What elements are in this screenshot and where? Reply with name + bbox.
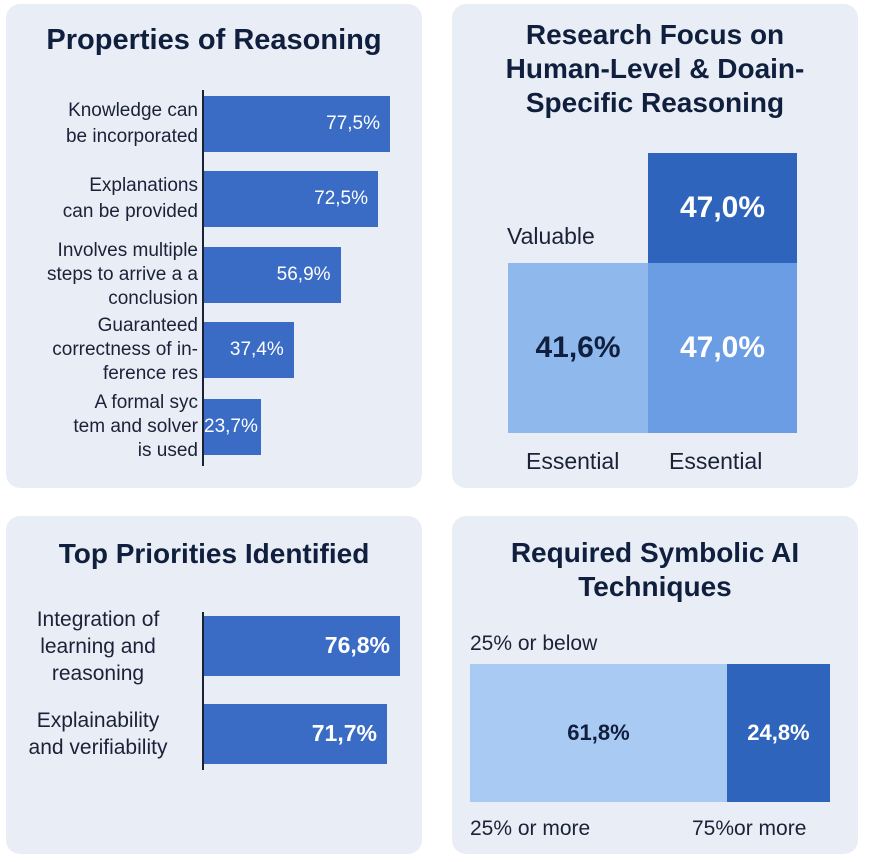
priority-label-1: Explainability and verifiability [10, 707, 186, 761]
cell-top-right: 47,0% [648, 153, 797, 263]
bar-value-0: 77,5% [326, 113, 380, 134]
col-label-essential-2: Essential [669, 448, 763, 474]
bar-3 [204, 322, 294, 378]
bar-1 [204, 171, 378, 227]
cell-bottom-left: 41,6% [508, 263, 648, 433]
priority-bar-0 [204, 616, 400, 676]
segment-light: 61,8% [470, 664, 727, 802]
priority-bar-1 [204, 704, 387, 764]
priorities-title: Top Priorities Identified [58, 538, 370, 569]
top-label: 25% or below [470, 632, 598, 655]
bar-2 [204, 247, 341, 303]
row-label-valuable: Valuable [507, 223, 595, 249]
priority-label-line: and verifiability [28, 736, 168, 759]
category-label-0: Knowledge can be incorporated [10, 98, 198, 150]
bar-0 [204, 96, 390, 152]
cell-bottom-right: 47,0% [648, 263, 797, 433]
category-label-line: Knowledge can [68, 100, 198, 121]
properties-panel: Properties of Reasoning 77,5% Knowledge c… [6, 4, 422, 488]
properties-axis [202, 90, 204, 466]
category-label-line: Explanations [89, 175, 198, 196]
category-label-line: steps to arrive a a [46, 264, 198, 285]
priorities-axis [202, 612, 204, 770]
bar-4 [204, 399, 261, 455]
segment-dark: 24,8% [726, 664, 830, 802]
bar-value-2: 56,9% [276, 264, 331, 285]
category-label-line: Involves multiple [57, 240, 198, 261]
category-label-line: is used [137, 440, 198, 461]
bar-value-3: 37,4% [229, 339, 284, 360]
research-panel: Research Focus on Human-Level & Doain-Sp… [452, 4, 858, 488]
properties-plot: 77,5% Knowledge can be incorporated 72,5% Ex… [6, 4, 422, 488]
category-label-line: conclusion [108, 288, 198, 309]
category-label-2: Involves multiple steps to arrive a a conc… [10, 239, 198, 311]
category-label-line: be incorporated [65, 126, 198, 147]
priority-bar-value-1: 71,7% [311, 720, 377, 746]
col-label-essential-1: Essential [526, 448, 620, 474]
category-label-4: A formal syc tem and solver is used [10, 391, 198, 463]
priority-label-line: reasoning [51, 661, 145, 685]
symbolic-title: Required Symbolic AI Techniques [510, 537, 800, 602]
bar-value-4: 23,7% [204, 416, 258, 437]
axis-label-right: 75%or more [692, 817, 807, 840]
axis-label-left: 25% or more [470, 817, 591, 840]
category-label-line: correctness of in- [52, 339, 198, 360]
priority-label-0: Integration of learning and reasoning [10, 606, 186, 687]
category-label-line: A formal syc [94, 392, 198, 413]
category-label-line: tem and solver [73, 416, 198, 437]
priorities-plot: 76,8% Integration of learning and reasoning… [6, 516, 422, 854]
priority-label-line: Integration of [36, 607, 160, 631]
properties-title: Properties of Reasoning [46, 24, 382, 56]
category-label-line: ference res [102, 363, 198, 384]
category-label-1: Explanations can be provided [10, 173, 198, 225]
category-label-3: Guaranteed correctness of in-ference res [10, 314, 198, 386]
symbolic-panel: Required Symbolic AI Techniques 25% or b… [452, 516, 858, 854]
priorities-panel: Top Priorities Identified 76,8% Integrati… [6, 516, 422, 854]
category-label-line: can be provided [62, 201, 198, 222]
priority-label-line: learning and [40, 634, 156, 658]
priority-bar-value-0: 76,8% [324, 632, 390, 658]
priority-label-line: Explainability [36, 709, 160, 732]
bar-value-1: 72,5% [314, 188, 368, 209]
research-title: Research Focus on Human-Level & Doain-Sp… [505, 19, 805, 118]
category-label-line: Guaranteed [97, 315, 198, 336]
